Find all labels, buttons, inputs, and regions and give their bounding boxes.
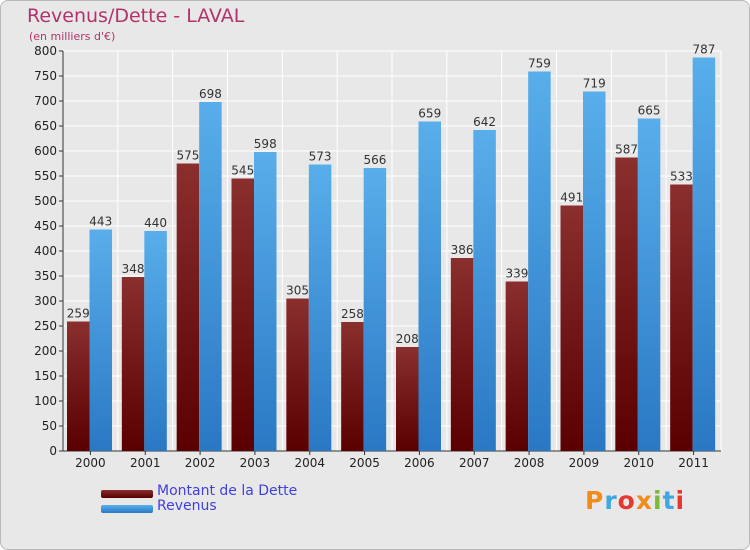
data-label-revenus: 659	[418, 107, 441, 121]
bar-dette	[450, 258, 474, 451]
x-tick-label: 2008	[514, 456, 545, 470]
data-label-revenus: 598	[254, 137, 277, 151]
bar-revenus	[89, 229, 112, 451]
data-label-revenus: 719	[583, 77, 606, 91]
bar-revenus	[637, 118, 661, 451]
y-tick-label: 700	[34, 94, 57, 108]
x-tick-label: 2004	[294, 456, 325, 470]
y-tick-label: 750	[34, 69, 57, 83]
y-tick-label: 250	[34, 319, 57, 333]
x-tick-label: 2007	[459, 456, 490, 470]
data-label-dette: 258	[341, 307, 364, 321]
legend-swatch-revenus	[101, 505, 153, 513]
x-tick-label: 2000	[75, 456, 106, 470]
data-label-revenus: 566	[363, 153, 386, 167]
chart-unit-label: (en milliers d'€)	[29, 30, 116, 43]
y-tick-label: 200	[34, 344, 57, 358]
data-label-revenus: 665	[638, 104, 661, 118]
logo-letter: t	[662, 486, 676, 515]
data-label-dette: 259	[67, 307, 90, 321]
data-label-revenus: 573	[309, 150, 332, 164]
data-label-dette: 545	[231, 164, 254, 178]
x-tick-label: 2009	[569, 456, 600, 470]
x-tick-label: 2006	[404, 456, 435, 470]
bar-dette	[67, 321, 90, 451]
y-tick-label: 50	[42, 419, 57, 433]
data-label-dette: 587	[615, 143, 638, 157]
data-label-revenus: 759	[528, 57, 551, 71]
logo-letter: P	[585, 486, 605, 515]
proxiti-logo: Proxiti	[585, 486, 685, 515]
bar-dette	[341, 322, 364, 451]
bar-dette	[670, 184, 693, 451]
y-tick-label: 550	[34, 169, 57, 183]
bar-dette	[396, 347, 419, 451]
y-tick-label: 450	[34, 219, 57, 233]
x-tick-label: 2010	[623, 456, 654, 470]
data-label-revenus: 698	[199, 87, 222, 101]
data-label-dette: 339	[505, 267, 528, 281]
y-tick-label: 800	[34, 44, 57, 58]
bar-dette	[615, 157, 638, 451]
y-tick-label: 100	[34, 394, 57, 408]
y-tick-label: 0	[49, 444, 57, 458]
bar-revenus	[418, 121, 441, 451]
bar-revenus	[308, 164, 332, 451]
data-label-revenus: 443	[89, 215, 112, 229]
data-label-revenus: 440	[144, 216, 167, 230]
bar-dette	[176, 163, 200, 451]
bar-dette	[121, 277, 145, 451]
bar-revenus	[692, 57, 716, 451]
legend-label-dette: Montant de la Dette	[157, 483, 298, 499]
bar-dette	[231, 178, 254, 451]
bar-dette	[286, 298, 309, 451]
y-tick-label: 600	[34, 144, 57, 158]
data-label-revenus: 642	[473, 115, 496, 129]
chart-title: Revenus/Dette - LAVAL	[27, 5, 245, 27]
legend-label-revenus: Revenus	[157, 498, 217, 514]
bar-layer	[67, 57, 716, 451]
logo-letter: x	[635, 486, 653, 515]
bar-revenus	[199, 102, 222, 451]
x-tick-label: 2001	[130, 456, 161, 470]
data-label-dette: 208	[396, 332, 419, 346]
data-label-dette: 491	[560, 191, 583, 205]
bar-dette	[560, 205, 583, 451]
bar-revenus	[583, 91, 606, 451]
bar-dette	[505, 281, 529, 451]
data-label-dette: 386	[451, 243, 474, 257]
logo-letter: r	[604, 486, 618, 515]
data-label-dette: 575	[176, 149, 199, 163]
x-tick-label: 2003	[240, 456, 271, 470]
x-tick-label: 2011	[678, 456, 709, 470]
logo-letter: i	[653, 486, 663, 515]
data-label-revenus: 787	[692, 43, 715, 57]
grid-layer	[62, 50, 722, 452]
x-tick-label: 2002	[185, 456, 216, 470]
bar-revenus	[254, 152, 277, 451]
bar-revenus	[528, 71, 551, 451]
bar-revenus	[473, 130, 496, 451]
legend-swatch-dette	[101, 490, 153, 498]
y-tick-label: 300	[34, 294, 57, 308]
bar-revenus	[363, 168, 387, 451]
data-label-dette: 533	[670, 170, 693, 184]
y-tick-label: 350	[34, 269, 57, 283]
data-label-dette: 348	[122, 262, 145, 276]
axis-layer: 0 50 100 150 200 250 300 350 400 450 500 550 600 650 7…	[34, 44, 721, 470]
y-tick-label: 500	[34, 194, 57, 208]
data-label-dette: 305	[286, 284, 309, 298]
y-tick-label: 400	[34, 244, 57, 258]
y-tick-label: 150	[34, 369, 57, 383]
bar-revenus	[144, 231, 167, 451]
y-tick-label: 650	[34, 119, 57, 133]
logo-letter: o	[617, 486, 636, 515]
logo-letter: i	[675, 486, 686, 515]
x-tick-label: 2005	[349, 456, 380, 470]
